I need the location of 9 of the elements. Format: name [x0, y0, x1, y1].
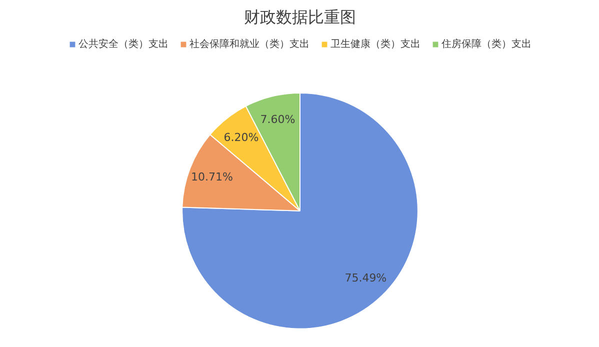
- data-label: 10.71%: [190, 170, 233, 184]
- data-label: 75.49%: [344, 272, 387, 285]
- legend-label: 社会保障和就业（类）支出: [190, 38, 310, 51]
- legend-label: 住房保障（类）支出: [442, 38, 532, 51]
- legend-label: 卫生健康（类）支出: [330, 38, 420, 51]
- legend-label: 公共安全（类）支出: [78, 38, 168, 51]
- chart-title: 财政数据比重图: [244, 8, 356, 26]
- data-label: 7.60%: [260, 113, 296, 126]
- data-label: 6.20%: [224, 130, 259, 144]
